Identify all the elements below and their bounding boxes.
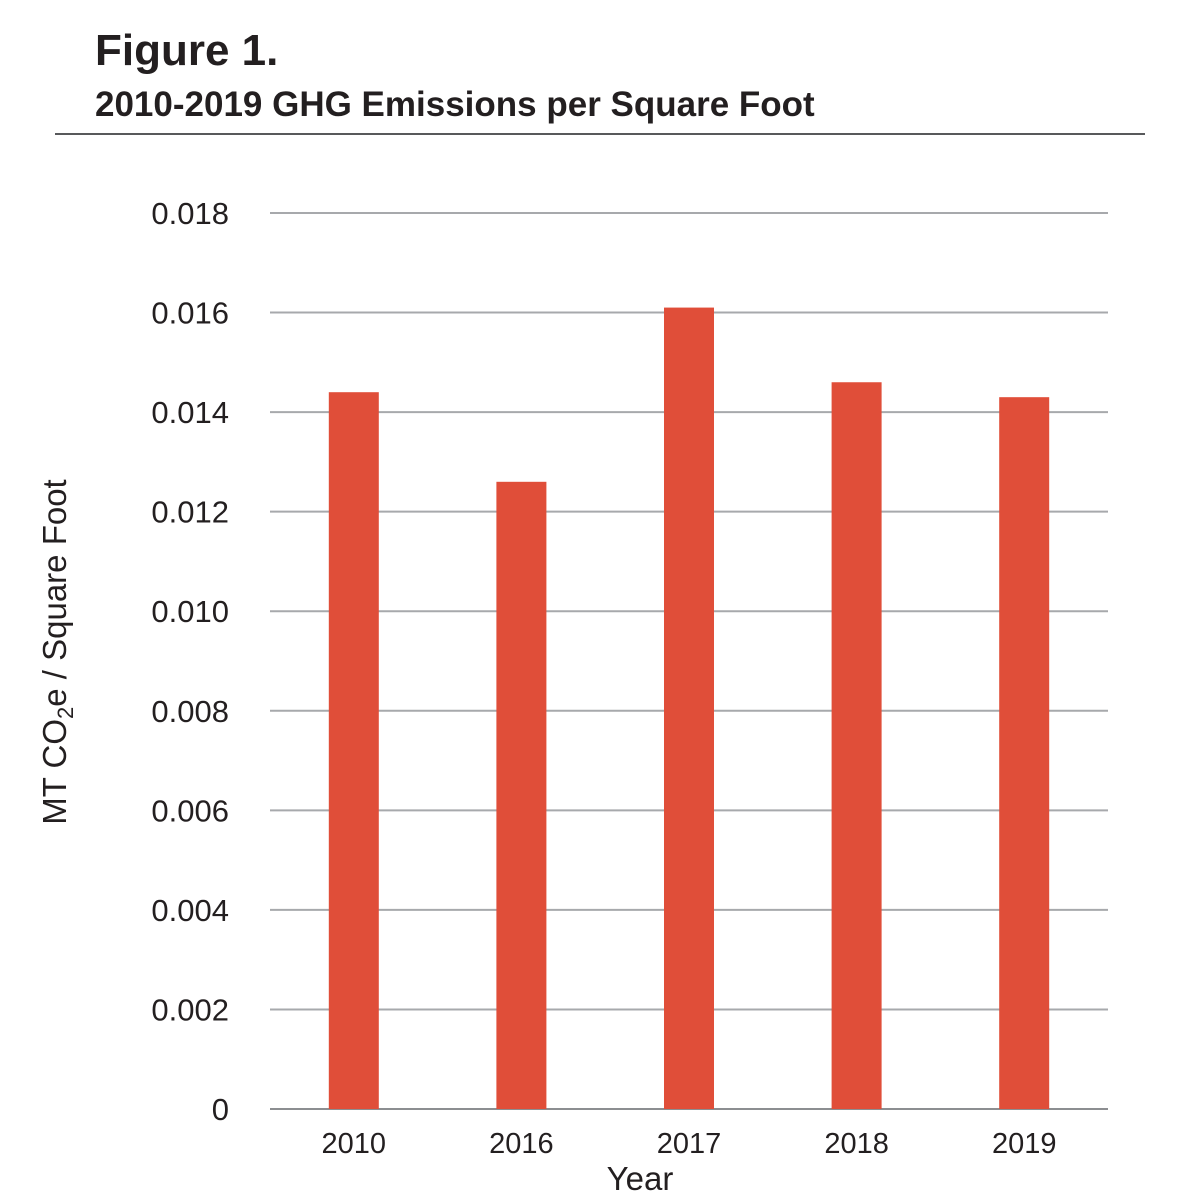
figure-label: Figure 1. [95, 26, 279, 75]
y-tick-label: 0.018 [151, 196, 229, 231]
bar-2010 [328, 392, 379, 1109]
bars [328, 307, 1050, 1110]
x-axis-label: Year [607, 1160, 674, 1197]
title-divider [55, 133, 1145, 135]
y-tick-label: 0.006 [151, 793, 229, 828]
y-tick-label: 0.014 [151, 395, 229, 430]
bar-2018 [831, 382, 882, 1109]
bar-2017 [664, 307, 714, 1110]
y-axis-label-suffix: e / Square Foot [36, 479, 73, 706]
y-tick-labels: 0 0.002 0.004 0.006 0.008 0.010 0.012 0.014 0.01… [151, 196, 229, 1127]
x-tick-label: 2019 [992, 1128, 1057, 1160]
y-tick-label: 0.002 [151, 992, 229, 1027]
y-axis-label-subscript: 2 [53, 707, 78, 719]
bar-2019 [999, 397, 1050, 1110]
y-tick-label: 0.016 [151, 296, 229, 331]
y-tick-label: 0.008 [151, 694, 229, 729]
y-tick-label: 0 [212, 1092, 229, 1127]
x-tick-label: 2018 [824, 1128, 889, 1160]
y-axis-label: MT CO2e / Square Foot [36, 479, 78, 824]
y-tick-label: 0.012 [151, 495, 229, 530]
x-tick-label: 2010 [322, 1128, 387, 1160]
bar-2016 [496, 481, 547, 1109]
x-tick-label: 2017 [657, 1128, 722, 1160]
x-tick-labels: 2010 2016 2017 2018 2019 [322, 1128, 1057, 1160]
x-tick-label: 2016 [489, 1128, 554, 1160]
y-tick-label: 0.004 [151, 893, 229, 928]
y-axis-label-prefix: MT CO [36, 719, 73, 825]
y-tick-label: 0.010 [151, 594, 229, 629]
figure-title: 2010-2019 GHG Emissions per Square Foot [95, 85, 815, 124]
